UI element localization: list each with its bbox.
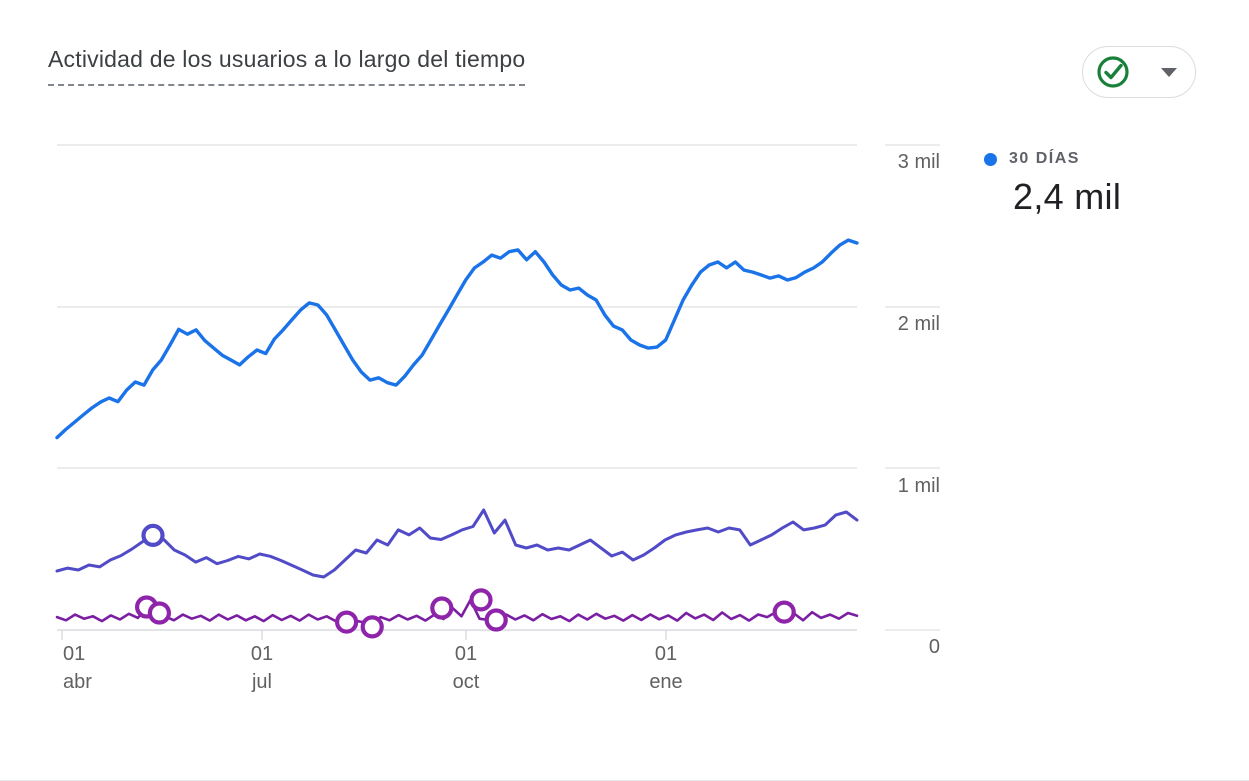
chart-canvas[interactable] [50,138,950,648]
series-line-series-3[interactable] [55,598,859,628]
anomaly-marker[interactable] [141,523,165,547]
anomaly-marker[interactable] [147,601,172,625]
anomaly-marker[interactable] [360,615,384,639]
anomaly-marker[interactable] [772,600,796,624]
x-tick-day: 01 [454,643,478,665]
legend-label: 30 DÍAS [1009,150,1080,167]
x-axis-label-abr: 01 abr [63,640,92,696]
anomaly-markers-layer [134,523,796,639]
legend-dot [984,152,997,166]
anomaly-marker[interactable] [430,596,454,620]
gridlines [57,144,940,631]
series-layer [55,238,859,628]
y-axis-label-2mil: 2 mil [897,313,940,335]
data-quality-button[interactable] [1082,46,1196,98]
x-axis-label-jul: 01 jul [251,640,273,696]
legend-value: 2,4 mil [1013,176,1122,217]
x-axis-ticks [61,630,667,640]
x-tick-month: jul [251,671,272,693]
chart-title[interactable]: Actividad de los usuarios a lo largo del… [48,46,526,86]
x-tick-month: oct [452,671,480,693]
x-tick-day: 01 [654,643,678,665]
check-circle-icon [1095,54,1131,90]
legend: 30 DÍAS 2,4 mil [984,150,1121,218]
y-axis-label-0: 0 [928,636,940,658]
legend-item-30-dias[interactable]: 30 DÍAS [984,150,1121,168]
series-line-series-2[interactable] [55,508,859,579]
x-axis-label-oct: 01 oct [453,640,480,696]
y-axis-label-3mil: 3 mil [897,151,940,173]
x-tick-month: abr [63,671,92,693]
x-tick-month: ene [649,671,683,693]
x-tick-day: 01 [250,643,274,665]
x-tick-day: 01 [63,643,86,665]
anomaly-marker[interactable] [469,588,493,612]
y-axis-label-1mil: 1 mil [897,475,940,497]
chevron-down-icon [1161,67,1177,77]
series-line-30-dias[interactable] [55,238,859,440]
anomaly-marker[interactable] [484,608,508,632]
anomaly-marker[interactable] [335,610,359,634]
x-axis-label-ene: 01 ene [649,640,682,696]
